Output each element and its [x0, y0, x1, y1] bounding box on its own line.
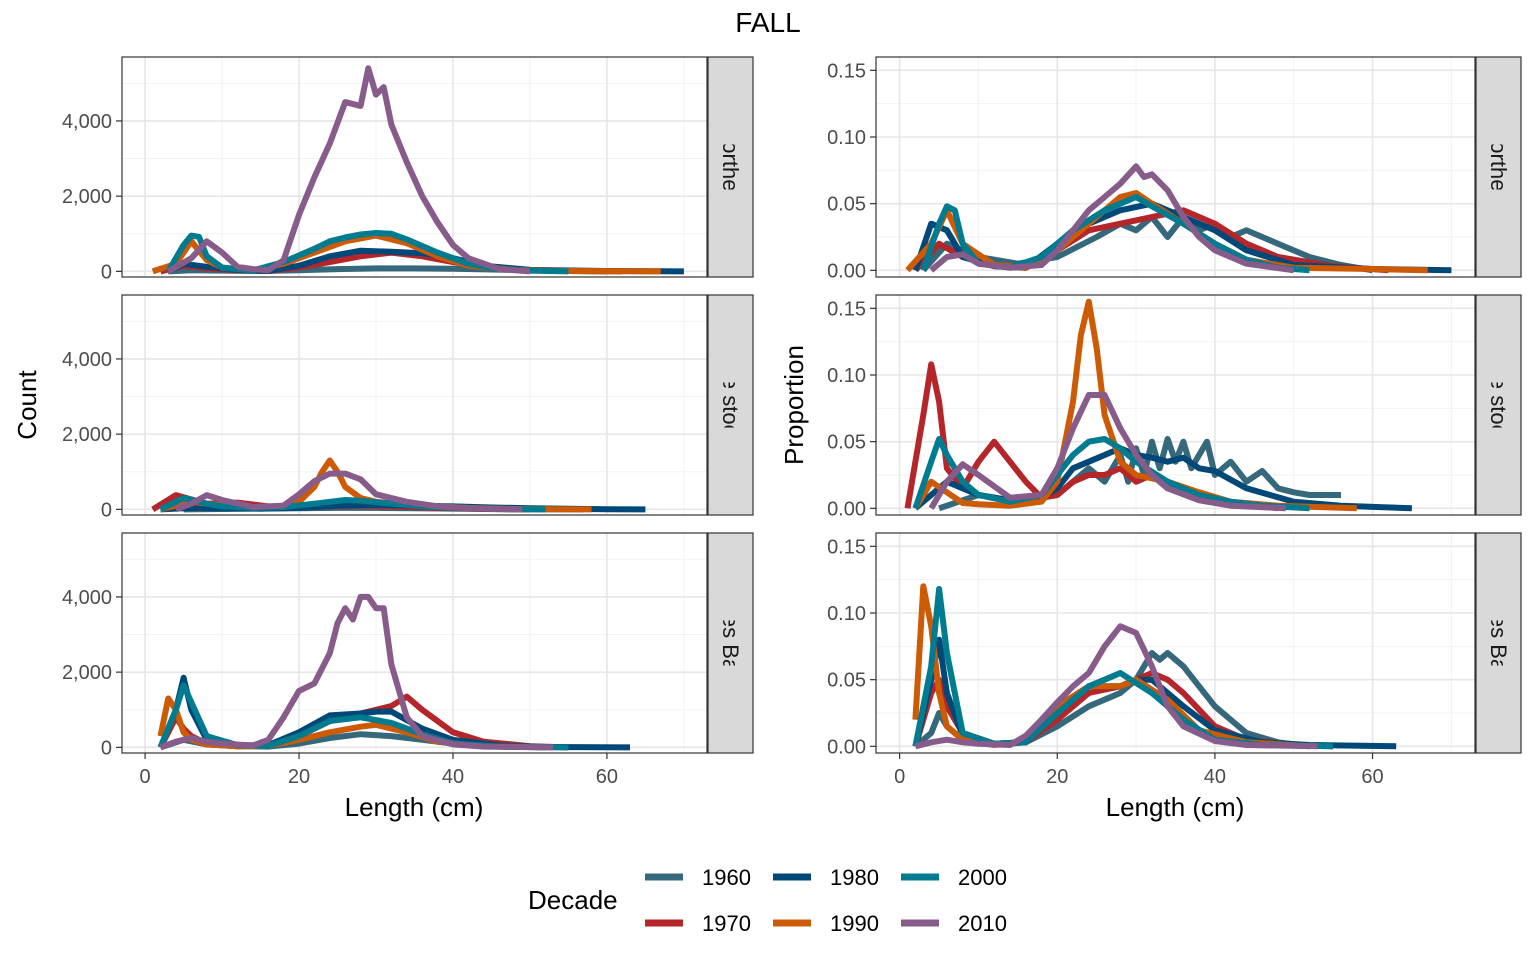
series-lines: [157, 593, 631, 751]
y-tick-label: 0.00: [827, 736, 866, 758]
series-line-2010: [174, 470, 523, 513]
series-line-1980: [912, 200, 1452, 274]
series-lines: [912, 583, 1397, 750]
panel-border: [121, 56, 708, 278]
y-tick-label: 0.05: [827, 670, 866, 692]
series-lines: [151, 65, 684, 275]
series-line-2010: [914, 623, 1318, 750]
x-tick-label: 60: [1361, 766, 1383, 788]
y-tick-label: 2,000: [62, 424, 112, 446]
y-tick-label: 0: [101, 737, 112, 759]
facet-strip-label: Outside stock area: [1486, 313, 1511, 497]
chart-title: FALL: [735, 7, 800, 38]
y-tick-label: 0.15: [827, 60, 866, 82]
x-tick-label: 20: [1046, 766, 1068, 788]
panel-proportion-2: 0.00 0.05 0.10 0.15 Outside stock area: [827, 294, 1522, 520]
series-line-2010: [166, 65, 531, 275]
y-tick-label: 0.05: [827, 432, 866, 454]
y-tick-label: 0.05: [827, 194, 866, 216]
panel-background: [122, 533, 707, 753]
legend: Decade 1960 1980 2000 1970 1990 2010: [528, 865, 1007, 936]
legend-label-2010: 2010: [958, 911, 1007, 936]
series-line-2000: [165, 230, 569, 275]
y-tick-label: 0.00: [827, 498, 866, 520]
series-lines: [905, 163, 1452, 274]
legend-label-1960: 1960: [702, 865, 751, 890]
panel-border: [875, 294, 1476, 516]
y-tick-label: 4,000: [62, 111, 112, 133]
panel-proportion-3: 0.00 0.05 0.10 0.15 0 20 40 60 Southern Georges …: [827, 458, 1522, 827]
x-axis-label-right: Length (cm): [1106, 792, 1245, 822]
panel-grid: 0 2,000 4,000 Gulf of Maine / Northern Geor…: [62, 0, 1522, 827]
legend-label-1970: 1970: [702, 911, 751, 936]
y-axis-label-right: Proportion: [779, 345, 809, 465]
panel-count-3: 0 2,000 4,000 0 20 40 60 Southern Georges Bank …: [62, 458, 754, 827]
y-axis-label-left: Count: [12, 370, 42, 440]
facet-strip: [1475, 294, 1522, 516]
panel-border: [121, 294, 708, 516]
series-lines: [151, 457, 646, 513]
facet-strip: [1475, 56, 1522, 278]
facet-strip: [707, 56, 754, 278]
series-line-2010: [159, 593, 554, 751]
series-line-2000: [920, 194, 1310, 274]
y-tick-label: 2,000: [62, 186, 112, 208]
panel-border: [875, 532, 1476, 754]
x-tick-label: 20: [288, 766, 310, 788]
legend-label-1980: 1980: [830, 865, 879, 890]
panel-border: [875, 56, 1476, 278]
facet-strip-label: Gulf of Maine / Northern Georges Bank: [1486, 0, 1511, 359]
x-tick-label: 40: [1204, 766, 1226, 788]
series-lines: [904, 298, 1413, 512]
facet-strip: [1475, 532, 1522, 754]
panel-count-1: 0 2,000 4,000 Gulf of Maine / Northern Geor…: [62, 0, 754, 359]
x-tick-label: 0: [140, 766, 151, 788]
x-tick-label: 40: [442, 766, 464, 788]
legend-label-2000: 2000: [958, 865, 1007, 890]
series-line-1960: [938, 436, 1341, 512]
y-tick-label: 0: [101, 499, 112, 521]
y-tick-label: 0: [101, 261, 112, 283]
y-tick-label: 0.10: [827, 603, 866, 625]
legend-title: Decade: [528, 885, 618, 915]
facet-strip-label: Outside stock area: [718, 313, 743, 497]
panel-background: [876, 57, 1475, 277]
facet-strip: [707, 294, 754, 516]
series-line-2010: [929, 163, 1295, 274]
y-tick-label: 0.15: [827, 536, 866, 558]
facet-strip-label: Southern Georges Bank / Mid-Atlantic: [1486, 458, 1511, 827]
panel-count-2: 0 2,000 4,000 Outside stock area: [62, 294, 754, 521]
facet-strip: [707, 532, 754, 754]
facet-strip-label: Gulf of Maine / Northern Georges Bank: [718, 0, 743, 359]
y-tick-label: 0.15: [827, 298, 866, 320]
facet-strip-label: Southern Georges Bank / Mid-Atlantic: [718, 458, 743, 827]
panel-background: [122, 295, 707, 515]
panel-border: [121, 532, 708, 754]
series-line-2010: [928, 392, 1286, 512]
x-tick-label: 60: [596, 766, 618, 788]
y-tick-label: 0.10: [827, 127, 866, 149]
y-tick-label: 4,000: [62, 587, 112, 609]
y-tick-label: 2,000: [62, 662, 112, 684]
x-tick-label: 0: [894, 766, 905, 788]
panel-background: [876, 295, 1475, 515]
series-line-2000: [912, 436, 1310, 512]
x-axis-label-left: Length (cm): [345, 792, 484, 822]
panel-proportion-1: 0.00 0.05 0.10 0.15 Gulf of Maine / Northern…: [827, 0, 1522, 359]
legend-label-1990: 1990: [830, 911, 879, 936]
y-tick-label: 0.10: [827, 365, 866, 387]
y-tick-label: 4,000: [62, 349, 112, 371]
y-tick-label: 0.00: [827, 260, 866, 282]
series-line-2000: [912, 586, 1334, 750]
